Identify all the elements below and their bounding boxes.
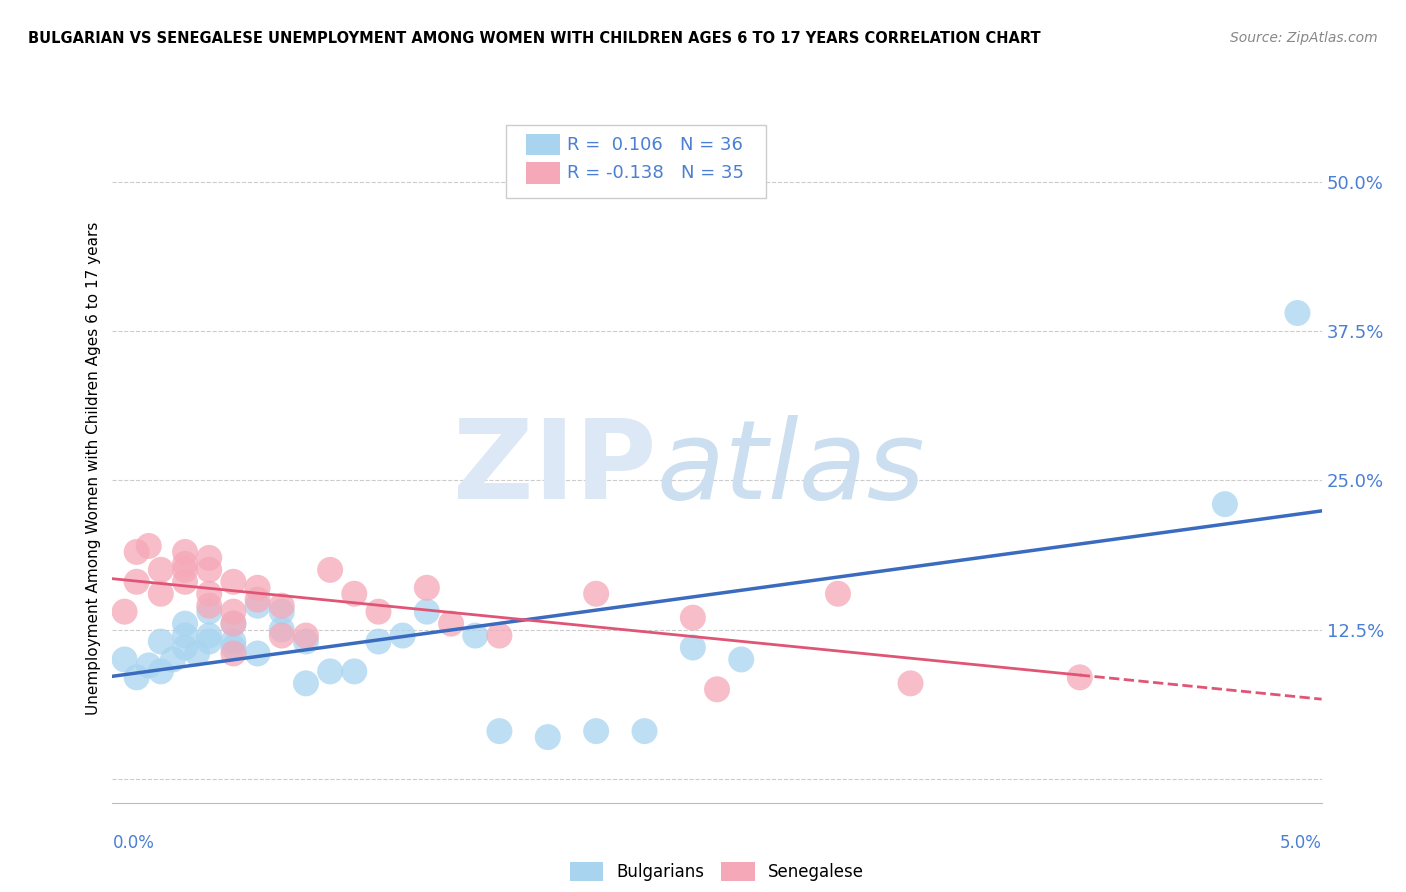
Point bbox=[343, 587, 366, 601]
Point bbox=[1213, 497, 1236, 511]
Point bbox=[125, 545, 148, 559]
Point bbox=[149, 587, 172, 601]
Point bbox=[270, 623, 292, 637]
Point bbox=[222, 605, 245, 619]
Point bbox=[270, 605, 292, 619]
Point bbox=[174, 563, 197, 577]
Text: Source: ZipAtlas.com: Source: ZipAtlas.com bbox=[1230, 31, 1378, 45]
Point bbox=[270, 628, 292, 642]
Point bbox=[162, 652, 184, 666]
Legend: Bulgarians, Senegalese: Bulgarians, Senegalese bbox=[564, 855, 870, 888]
Point bbox=[149, 563, 172, 577]
Point bbox=[1069, 670, 1091, 684]
Point bbox=[585, 587, 607, 601]
Point bbox=[440, 616, 463, 631]
Point bbox=[343, 665, 366, 679]
Point bbox=[114, 652, 136, 666]
Point bbox=[706, 682, 728, 697]
Point bbox=[464, 628, 486, 642]
Text: R =  0.106   N = 36: R = 0.106 N = 36 bbox=[567, 136, 742, 153]
Point bbox=[198, 634, 221, 648]
Point bbox=[537, 730, 560, 744]
Point bbox=[319, 563, 342, 577]
Point bbox=[174, 557, 197, 571]
Point bbox=[198, 628, 221, 642]
Point bbox=[1286, 306, 1309, 320]
Point bbox=[222, 616, 245, 631]
Point bbox=[125, 574, 148, 589]
Point bbox=[900, 676, 922, 690]
Point bbox=[149, 665, 172, 679]
Text: atlas: atlas bbox=[657, 415, 925, 522]
Point bbox=[174, 628, 197, 642]
Point bbox=[114, 605, 136, 619]
Point bbox=[198, 599, 221, 613]
Point bbox=[138, 539, 160, 553]
Text: R = -0.138   N = 35: R = -0.138 N = 35 bbox=[567, 164, 744, 182]
Text: 0.0%: 0.0% bbox=[112, 834, 155, 852]
Point bbox=[246, 599, 269, 613]
Point bbox=[319, 665, 342, 679]
Point bbox=[125, 670, 148, 684]
Point bbox=[488, 628, 510, 642]
Text: ZIP: ZIP bbox=[453, 415, 657, 522]
Point bbox=[246, 581, 269, 595]
Point bbox=[295, 628, 318, 642]
Point bbox=[198, 605, 221, 619]
Point bbox=[682, 610, 704, 624]
Point bbox=[222, 616, 245, 631]
Point bbox=[222, 640, 245, 655]
Point bbox=[174, 640, 197, 655]
Point bbox=[391, 628, 413, 642]
Point bbox=[174, 616, 197, 631]
Point bbox=[416, 605, 439, 619]
Point bbox=[682, 640, 704, 655]
Point bbox=[488, 724, 510, 739]
Point bbox=[270, 599, 292, 613]
Point bbox=[198, 563, 221, 577]
Point bbox=[730, 652, 752, 666]
Text: 5.0%: 5.0% bbox=[1279, 834, 1322, 852]
Point bbox=[174, 545, 197, 559]
Point bbox=[222, 647, 245, 661]
Point bbox=[246, 647, 269, 661]
Point bbox=[295, 676, 318, 690]
Point bbox=[198, 587, 221, 601]
Point bbox=[246, 592, 269, 607]
Point bbox=[186, 647, 208, 661]
Point bbox=[827, 587, 849, 601]
Point bbox=[295, 634, 318, 648]
Point bbox=[585, 724, 607, 739]
Point bbox=[149, 634, 172, 648]
Point bbox=[138, 658, 160, 673]
Text: BULGARIAN VS SENEGALESE UNEMPLOYMENT AMONG WOMEN WITH CHILDREN AGES 6 TO 17 YEAR: BULGARIAN VS SENEGALESE UNEMPLOYMENT AMO… bbox=[28, 31, 1040, 46]
Point bbox=[416, 581, 439, 595]
Point bbox=[367, 605, 389, 619]
Point bbox=[633, 724, 655, 739]
Point bbox=[174, 574, 197, 589]
Point bbox=[222, 574, 245, 589]
Point bbox=[367, 634, 389, 648]
Point bbox=[198, 550, 221, 565]
Y-axis label: Unemployment Among Women with Children Ages 6 to 17 years: Unemployment Among Women with Children A… bbox=[86, 221, 101, 715]
Point bbox=[222, 634, 245, 648]
